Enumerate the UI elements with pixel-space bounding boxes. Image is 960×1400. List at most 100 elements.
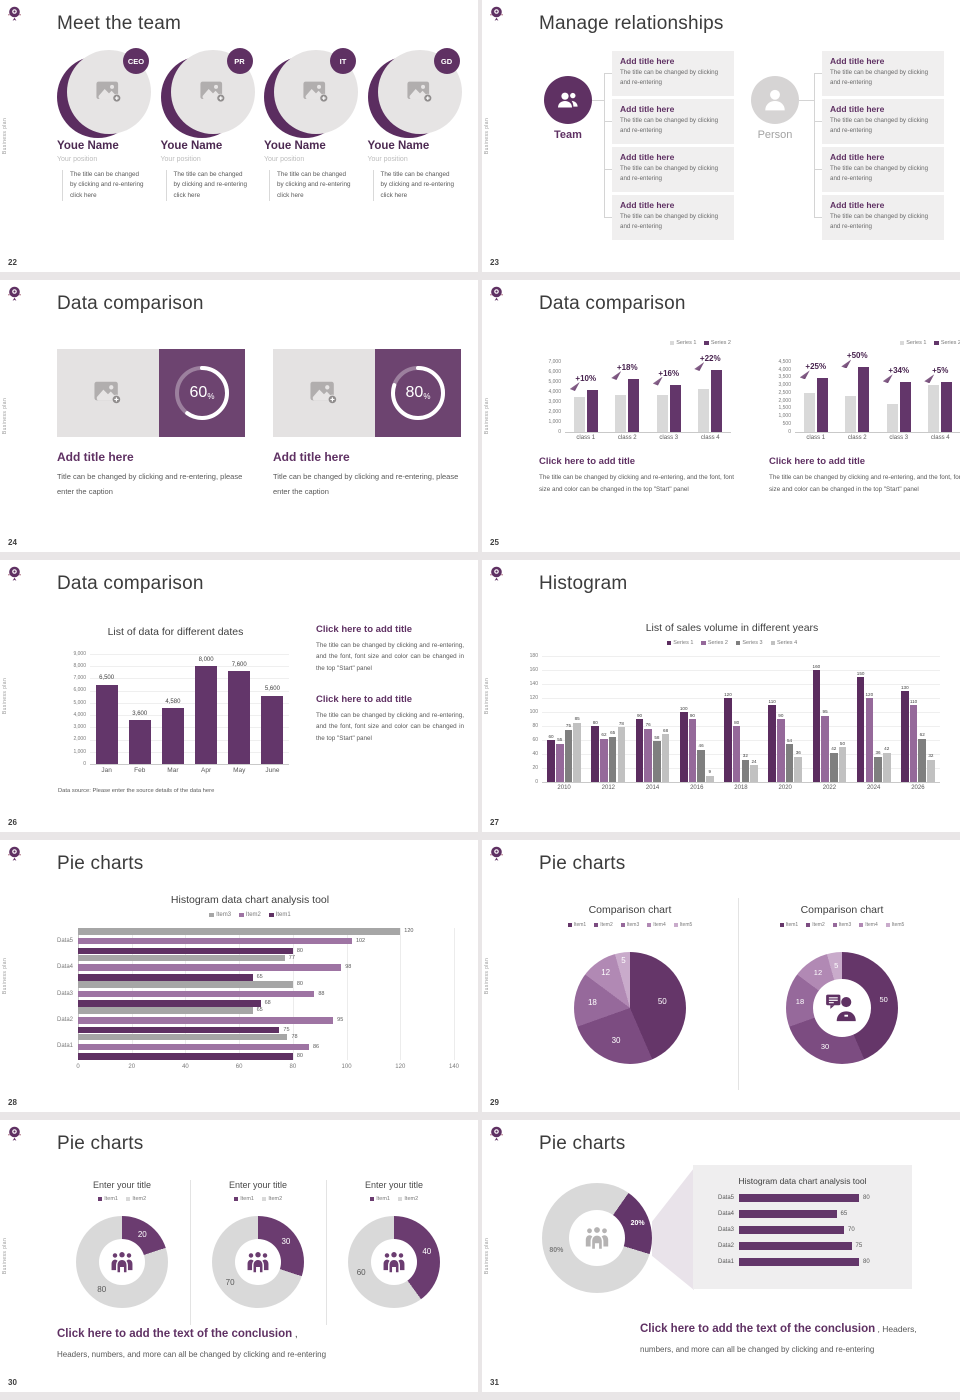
bar xyxy=(698,388,710,432)
y-tick-label: 40 xyxy=(532,750,538,757)
legend-swatch xyxy=(934,340,939,346)
y-category-label: Data1 xyxy=(717,1259,734,1265)
growth-arrow-icon xyxy=(799,370,810,380)
growth-percent-label: +16% xyxy=(658,368,680,378)
member-position: Your position xyxy=(367,156,408,163)
gridline xyxy=(90,678,289,680)
slide-24-thumbnail[interactable]: Business plan Data comparison 60% Add tit… xyxy=(0,280,478,552)
y-tick-label: 1,500 xyxy=(778,405,791,412)
legend-item: Item2 xyxy=(262,1196,282,1202)
y-tick-label: 8,000 xyxy=(73,663,86,670)
growth-arrow-icon xyxy=(611,371,622,380)
relationship-box: Add title here The title can be changed b… xyxy=(612,195,734,240)
percent-value: 80% xyxy=(405,384,431,401)
slice-label: 40 xyxy=(422,1246,432,1256)
slide-26-thumbnail[interactable]: Business plan Data comparison List of da… xyxy=(0,560,478,832)
bar xyxy=(679,712,688,782)
legend-item: Item1 xyxy=(268,912,291,918)
funnel-beam-shape xyxy=(652,1168,694,1290)
chart-legend: Item1 Item2 xyxy=(208,1196,308,1202)
bar-value-label: 110 xyxy=(909,698,918,704)
slice-label: 20 xyxy=(137,1229,147,1239)
slice-label: 80 xyxy=(97,1285,107,1295)
bar-value-label: 50 xyxy=(839,740,846,746)
bar-value-label: 95 xyxy=(337,1017,344,1024)
legend-swatch xyxy=(233,1196,239,1202)
member-position: Your position xyxy=(264,156,305,163)
slide-27-thumbnail[interactable]: Business plan Histogram List of sales vo… xyxy=(482,560,960,832)
x-category-label: June xyxy=(265,767,280,774)
x-category-label: Jan xyxy=(101,767,112,774)
section-divider xyxy=(326,1180,327,1325)
legend-item: Item2 xyxy=(126,1196,146,1202)
legend-swatch xyxy=(262,1196,267,1202)
bar-value-label: 65 xyxy=(256,974,263,981)
bar xyxy=(573,397,585,432)
slide-title: Pie charts xyxy=(57,853,144,874)
legend-item: Item3 xyxy=(832,922,851,928)
y-category-label: Data2 xyxy=(56,1016,73,1023)
team-circle xyxy=(544,76,592,124)
x-axis-line xyxy=(90,764,289,765)
legend-swatch xyxy=(736,640,741,646)
slide-25-thumbnail[interactable]: Business plan Data comparison Series 1 Se… xyxy=(482,280,960,552)
card-title: Add title here xyxy=(57,450,134,464)
bar xyxy=(711,370,723,432)
bar-value-label: 36 xyxy=(795,750,801,756)
bar-value-label: 65 xyxy=(610,730,616,735)
gridline xyxy=(90,715,289,717)
slide-30-thumbnail[interactable]: Business plan Pie charts Enter your titl… xyxy=(0,1120,478,1392)
slide-31-thumbnail[interactable]: Business plan Pie charts Histogram data … xyxy=(482,1120,960,1392)
slide-number: 31 xyxy=(490,1378,499,1387)
analysis-hbar-chart: 0 20 40 60 80 100 120 140 Data5 120 102 80 Data4 77 98… xyxy=(40,926,459,1078)
bar xyxy=(78,947,293,955)
gridline xyxy=(542,740,940,741)
legend-swatch xyxy=(620,923,625,927)
gridline xyxy=(454,928,455,1060)
bar xyxy=(821,715,829,782)
slide-title: Meet the team xyxy=(57,13,182,34)
y-tick-label: 2,000 xyxy=(778,397,791,404)
bar-value-label: 80 xyxy=(863,1195,870,1201)
bar xyxy=(794,756,803,782)
y-tick-label: 7,000 xyxy=(73,675,86,682)
bar xyxy=(78,981,293,988)
legend-label: Series 2 xyxy=(940,340,960,346)
y-tick-label: 3,000 xyxy=(778,382,791,389)
bar xyxy=(78,928,401,935)
slide-22-content: CEO Youe Name Your position The title can b… xyxy=(0,0,478,272)
slide-22-thumbnail[interactable]: Business plan Meet the team CEO Youe Name… xyxy=(0,0,478,272)
relationship-box: Add title here The title can be changed b… xyxy=(822,147,944,192)
chart-title: Histogram data chart analysis tool xyxy=(170,894,330,906)
legend-swatch xyxy=(806,923,811,927)
bar-value-label: 80 xyxy=(296,1053,303,1060)
bar-value-label: 5,600 xyxy=(264,686,280,693)
y-tick-label: 1,000 xyxy=(73,748,86,755)
legend-label: Item1 xyxy=(785,922,799,928)
box-title: Add title here xyxy=(620,56,675,66)
chart-legend: Series 1 Series 2 Series 3 Series 4 xyxy=(592,640,872,646)
x-axis-line xyxy=(795,432,960,433)
bar-value-label: 76 xyxy=(645,722,651,728)
bar-value-label: 98 xyxy=(345,964,352,971)
legend-item: Item5 xyxy=(673,922,692,928)
consultant-icon xyxy=(813,979,871,1037)
slide-23-thumbnail[interactable]: Business plan Manage relationships Team A… xyxy=(482,0,960,272)
x-category-label: 2012 xyxy=(601,785,615,791)
bar-value-label: 80 xyxy=(734,719,740,725)
bar-value-label: 4,580 xyxy=(165,698,181,705)
brand-logo-icon xyxy=(490,6,503,22)
legend-item: Item4 xyxy=(859,922,878,928)
x-tick-label: 140 xyxy=(448,1064,459,1070)
slide-28-thumbnail[interactable]: Business plan Pie charts Histogram data … xyxy=(0,840,478,1112)
slide-number: 28 xyxy=(8,1098,17,1107)
relationship-box: Add title here The title can be changed b… xyxy=(612,147,734,192)
bar xyxy=(739,1242,852,1250)
gridline xyxy=(90,739,289,741)
bar-value-label: 75 xyxy=(565,723,572,728)
legend-swatch xyxy=(770,640,775,646)
growth-percent-label: +18% xyxy=(616,363,638,372)
slide-29-thumbnail[interactable]: Business plan Pie charts Comparison char… xyxy=(482,840,960,1112)
y-tick-label: 6,000 xyxy=(73,687,86,694)
bar xyxy=(653,741,661,782)
